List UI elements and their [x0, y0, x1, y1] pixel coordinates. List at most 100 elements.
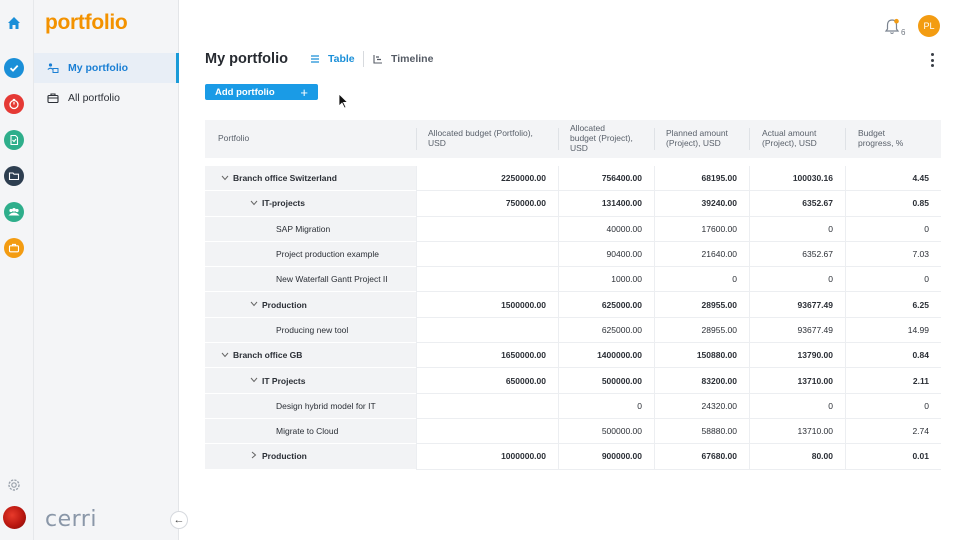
table-cell: 0 — [845, 216, 941, 242]
chevron-down-icon[interactable] — [249, 199, 259, 208]
portfolio-name: Design hybrid model for IT — [276, 400, 376, 411]
chevron-down-icon[interactable] — [249, 300, 259, 309]
table-cell: 756400.00 — [558, 166, 654, 192]
portfolio-name-cell: Design hybrid model for IT — [205, 393, 416, 419]
document-icon[interactable] — [4, 130, 24, 150]
table-row[interactable]: Migrate to Cloud 500000.00 58880.00 13710.0… — [205, 418, 941, 445]
tab-timeline[interactable]: Timeline — [373, 53, 433, 65]
portfolio-name-cell: IT-projects — [205, 191, 416, 217]
icon-rail — [0, 0, 34, 540]
table-cell: 0.84 — [845, 343, 941, 369]
table-cell: 0 — [654, 267, 749, 293]
column-header-line: Budget — [858, 128, 885, 139]
table-cell: 100030.16 — [749, 166, 845, 192]
table-row[interactable]: Production 1500000.00 625000.00 28955.00 936… — [205, 292, 941, 318]
column-header[interactable]: Allocated budget (Project), USD — [570, 120, 633, 158]
column-divider — [416, 128, 417, 150]
mouse-cursor-icon — [338, 93, 349, 109]
table-cell: 500000.00 — [558, 418, 654, 445]
table-cell — [416, 418, 558, 445]
portfolio-name: Production — [262, 451, 307, 462]
table-row[interactable]: IT Projects 650000.00 500000.00 83200.00 137… — [205, 368, 941, 394]
bell-icon[interactable] — [884, 18, 900, 36]
table-cell: 1650000.00 — [416, 343, 558, 369]
portfolio-name: Producing new tool — [276, 324, 349, 335]
table-row[interactable]: SAP Migration 40000.00 17600.00 0 0 — [205, 216, 941, 242]
company-avatar[interactable] — [3, 506, 26, 529]
table-cell: 900000.00 — [558, 444, 654, 470]
timer-icon[interactable] — [4, 94, 24, 114]
table-cell: 68195.00 — [654, 166, 749, 192]
table-row[interactable]: Design hybrid model for IT 0 24320.00 0 0 — [205, 393, 941, 419]
sidebar-item-my-portfolio[interactable]: My portfolio — [34, 53, 179, 83]
column-header[interactable]: Portfolio — [218, 120, 249, 158]
table-cell: 1500000.00 — [416, 292, 558, 318]
more-options-icon[interactable] — [928, 52, 936, 68]
chevron-down-icon[interactable] — [220, 174, 230, 183]
table-cell: 17600.00 — [654, 216, 749, 242]
table-cell: 650000.00 — [416, 368, 558, 394]
chevron-down-icon[interactable] — [220, 351, 230, 360]
table-cell: 93677.49 — [749, 292, 845, 318]
column-header-line: USD — [428, 138, 446, 148]
add-portfolio-button[interactable]: Add portfolio + — [205, 84, 318, 100]
table-row[interactable]: Producing new tool 625000.00 28955.00 93677… — [205, 317, 941, 344]
table-cell: 1400000.00 — [558, 343, 654, 369]
user-avatar[interactable]: PL — [918, 15, 940, 37]
table-cell: 4.45 — [845, 166, 941, 192]
check-icon[interactable] — [4, 58, 24, 78]
table-row[interactable]: Branch office Switzerland 2250000.00 75640… — [205, 166, 941, 192]
tab-label: Timeline — [391, 53, 434, 65]
portfolio-name-cell: Branch office Switzerland — [205, 166, 416, 192]
table-cell: 83200.00 — [654, 368, 749, 394]
column-header[interactable]: Allocated budget (Portfolio), USD — [428, 120, 533, 158]
page-title: My portfolio — [205, 51, 288, 67]
table-cell: 0 — [845, 267, 941, 293]
chevron-right-icon[interactable] — [249, 451, 259, 461]
table-row[interactable]: Project production example 90400.00 21640.… — [205, 241, 941, 268]
table-cell: 21640.00 — [654, 241, 749, 268]
briefcase-icon[interactable] — [4, 238, 24, 258]
column-header-line: (Project), USD — [762, 138, 817, 148]
table-row[interactable]: Production 1000000.00 900000.00 67680.00 80.… — [205, 444, 941, 470]
column-divider — [845, 128, 846, 150]
tab-table[interactable]: Table — [310, 53, 355, 65]
table-cell: 40000.00 — [558, 216, 654, 242]
collapse-sidebar-button[interactable]: ← — [170, 511, 188, 529]
portfolio-name-cell: New Waterfall Gantt Project II — [205, 267, 416, 293]
sidebar-item-label: My portfolio — [68, 62, 129, 74]
column-header[interactable]: Actual amount (Project), USD — [762, 120, 817, 158]
column-divider — [558, 128, 559, 150]
column-header[interactable]: Budget progress, % — [858, 120, 903, 158]
portfolio-table: Branch office Switzerland 2250000.00 75640… — [205, 166, 941, 470]
portfolio-name-cell: IT Projects — [205, 368, 416, 394]
folder-icon[interactable] — [4, 166, 24, 186]
chevron-down-icon[interactable] — [249, 376, 259, 385]
briefcase-icon — [47, 92, 59, 104]
timeline-icon — [373, 54, 383, 64]
table-cell: 500000.00 — [558, 368, 654, 394]
home-icon[interactable] — [6, 15, 22, 31]
table-cell: 24320.00 — [654, 393, 749, 419]
table-cell: 750000.00 — [416, 191, 558, 217]
table-cell: 7.03 — [845, 241, 941, 268]
table-cell: 0 — [558, 393, 654, 419]
column-header[interactable]: Planned amount (Project), USD — [666, 120, 728, 158]
table-cell: 1000.00 — [558, 267, 654, 293]
table-row[interactable]: IT-projects 750000.00 131400.00 39240.00 635… — [205, 191, 941, 217]
column-header-line: progress, % — [858, 138, 904, 148]
gear-icon[interactable] — [5, 476, 23, 494]
tab-divider — [363, 51, 364, 67]
table-row[interactable]: New Waterfall Gantt Project II 1000.00 0 0 0 — [205, 267, 941, 293]
column-header-line: Portfolio — [218, 133, 250, 144]
column-header-line: budget (Project), — [570, 133, 633, 144]
table-cell: 0 — [749, 393, 845, 419]
table-cell: 28955.00 — [654, 317, 749, 344]
table-row[interactable]: Branch office GB 1650000.00 1400000.00 1508… — [205, 343, 941, 369]
team-icon[interactable] — [4, 202, 24, 222]
table-cell: 6352.67 — [749, 241, 845, 268]
portfolio-name: New Waterfall Gantt Project II — [276, 274, 388, 285]
table-cell: 150880.00 — [654, 343, 749, 369]
sidebar-item-all-portfolio[interactable]: All portfolio — [34, 83, 179, 113]
